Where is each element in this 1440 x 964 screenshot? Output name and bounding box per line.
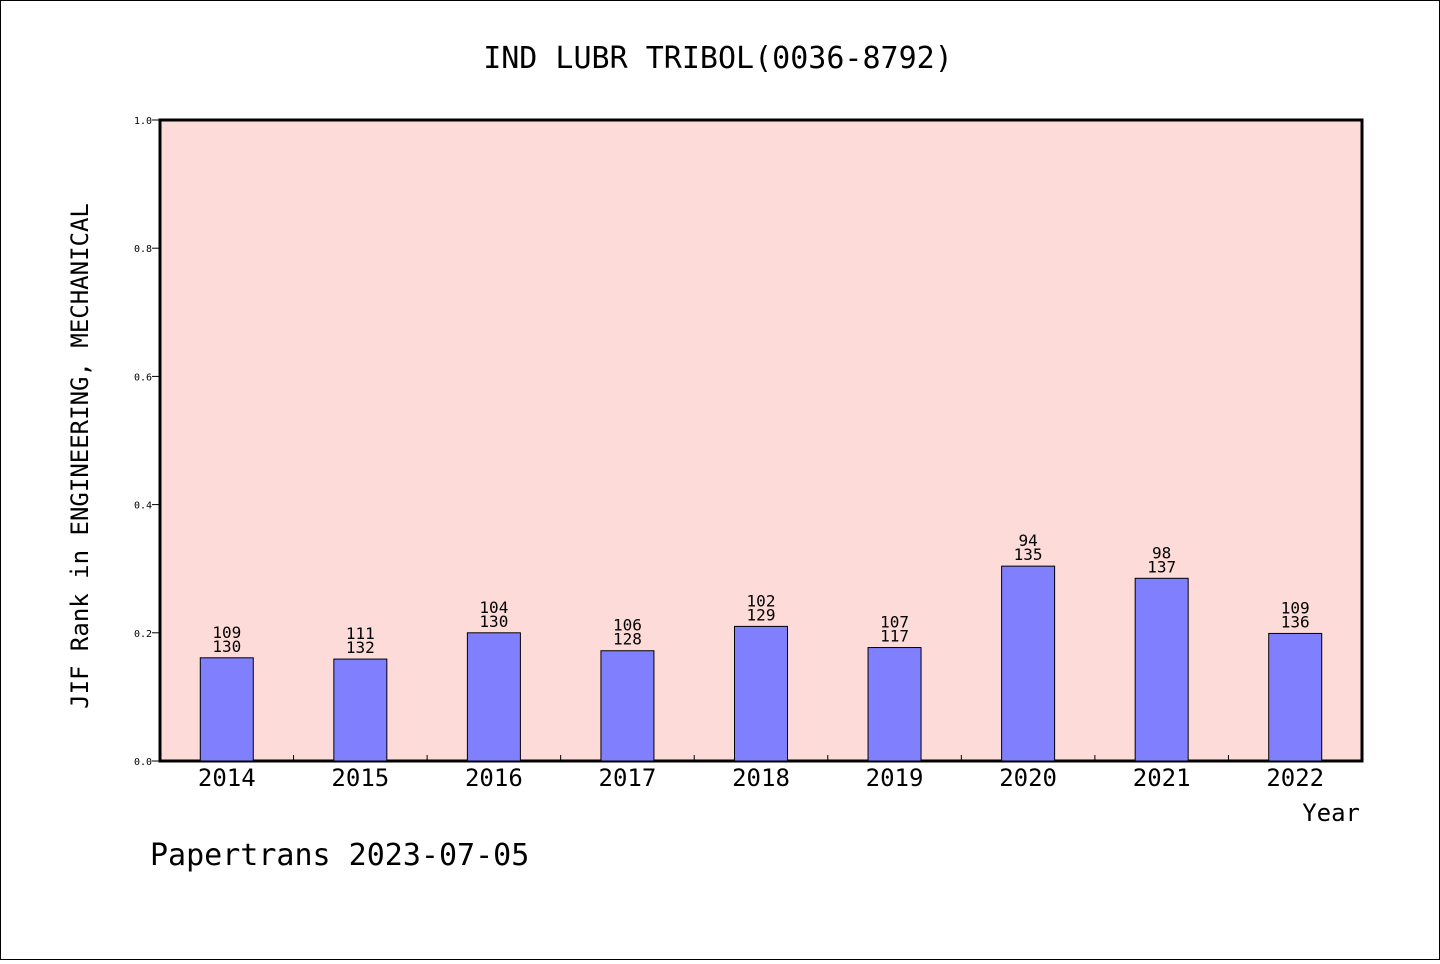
bar-total-label: 132 xyxy=(346,638,375,657)
y-tick-label: 0.8 xyxy=(134,244,152,255)
x-tick-label: 2017 xyxy=(599,764,657,792)
bar-rank-label: 109 xyxy=(1281,598,1310,617)
y-axis: 0.0 0.2 0.4 0.6 0.8 1.0 xyxy=(134,116,160,768)
bar xyxy=(734,625,788,762)
bar-rank-label: 109 xyxy=(212,623,241,642)
x-tick-label: 2018 xyxy=(732,764,790,792)
bar-total-label: 130 xyxy=(479,612,508,631)
bar-rank-label: 102 xyxy=(747,591,776,610)
bar-total-label: 136 xyxy=(1281,612,1310,631)
bar-rank-label: 106 xyxy=(613,616,642,635)
bar-total-label: 135 xyxy=(1014,545,1043,564)
bar-rank-label: 111 xyxy=(346,624,375,643)
bar-rank-label: 104 xyxy=(479,598,508,617)
y-tick-label: 1.0 xyxy=(134,116,152,127)
bar-total-label: 128 xyxy=(613,630,642,649)
bar xyxy=(199,657,254,762)
x-axis: 2014 2015 2016 2017 2018 2019 2020 2021 2022 xyxy=(198,755,1324,792)
bar-rank-label: 94 xyxy=(1018,531,1037,550)
y-tick-label: 0.6 xyxy=(134,372,152,383)
x-tick-label: 2014 xyxy=(198,764,256,792)
y-tick-label: 0.2 xyxy=(134,629,152,640)
y-tick-label: 0.4 xyxy=(134,501,152,512)
bar xyxy=(867,647,922,762)
x-tick-label: 2015 xyxy=(331,764,389,792)
bar xyxy=(333,658,388,762)
y-axis-label: JIF Rank in ENGINEERING, MECHANICAL xyxy=(66,203,94,709)
bar-total-label: 117 xyxy=(880,627,909,646)
bar xyxy=(600,650,655,762)
bar xyxy=(466,632,521,762)
bar-total-label: 137 xyxy=(1147,557,1176,576)
bar-total-label: 130 xyxy=(212,637,241,656)
x-tick-label: 2021 xyxy=(1133,764,1191,792)
bar-rank-label: 98 xyxy=(1152,543,1171,562)
bar xyxy=(1268,632,1323,762)
chart-title: IND LUBR TRIBOL(0036-8792) xyxy=(483,41,953,76)
footer-credit: Papertrans 2023-07-05 xyxy=(150,838,529,873)
y-tick-label: 0.0 xyxy=(134,757,152,768)
bar xyxy=(1001,565,1056,762)
x-tick-label: 2019 xyxy=(866,764,924,792)
bar-rank-label: 107 xyxy=(880,613,909,632)
bar-total-label: 129 xyxy=(747,605,776,624)
bar xyxy=(1134,577,1189,762)
x-tick-label: 2020 xyxy=(999,764,1057,792)
x-tick-label: 2022 xyxy=(1266,764,1324,792)
x-axis-label: Year xyxy=(1302,799,1360,827)
x-tick-label: 2016 xyxy=(465,764,523,792)
